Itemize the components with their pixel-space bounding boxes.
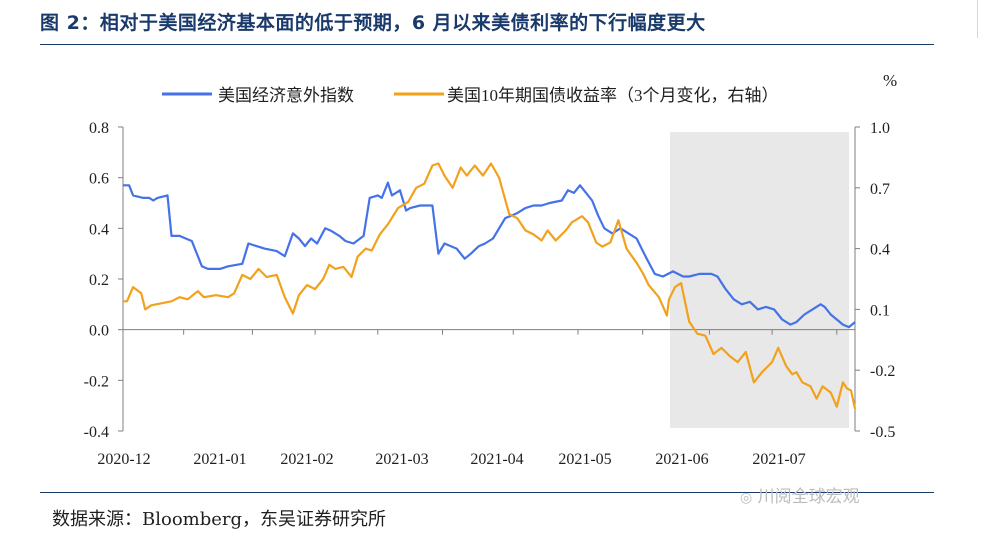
- watermark: ◎ 川阅全球宏观: [740, 482, 860, 507]
- right-tick-label: -0.5: [870, 424, 895, 441]
- wechat-icon: ◎: [740, 490, 752, 506]
- left-tick-label: -0.2: [84, 373, 109, 390]
- left-tick-label: 0.4: [89, 221, 109, 238]
- right-tick-label: 0.7: [870, 181, 890, 198]
- x-tick-label: 2021-02: [280, 451, 333, 468]
- right-tick-label: 0.4: [870, 242, 890, 259]
- left-tick-label: 0.6: [89, 171, 109, 188]
- x-tick-label: 2021-03: [375, 451, 428, 468]
- watermark-text: 川阅全球宏观: [758, 487, 860, 507]
- left-tick-label: 0.2: [89, 272, 109, 289]
- left-tick-label: -0.4: [84, 424, 109, 441]
- x-tick-label: 2021-06: [655, 451, 708, 468]
- line-chart: 美国经济意外指数 美国10年期国债收益率（3个月变化，右轴） % 0.8 0.6 0…: [0, 0, 992, 538]
- right-axis-unit: %: [883, 71, 897, 90]
- x-tick-label: 2021-01: [193, 451, 246, 468]
- legend-label-right-series: 美国10年期国债收益率（3个月变化，右轴）: [447, 86, 779, 105]
- right-tick-label: -0.2: [870, 363, 895, 380]
- right-tick-label: 0.1: [870, 302, 890, 319]
- x-tick-label: 2021-07: [752, 451, 805, 468]
- left-tick-label: 0.8: [89, 120, 109, 137]
- right-tick-label: 1.0: [870, 120, 890, 137]
- x-tick-label: 2021-05: [558, 451, 611, 468]
- left-tick-label: 0.0: [89, 323, 109, 340]
- legend: 美国经济意外指数 美国10年期国债收益率（3个月变化，右轴）: [162, 86, 779, 105]
- shaded-region: [670, 132, 849, 428]
- legend-label-left-series: 美国经济意外指数: [218, 86, 354, 105]
- x-tick-label: 2020-12: [97, 451, 150, 468]
- x-tick-label: 2021-04: [470, 451, 523, 468]
- source-note: 数据来源：Bloomberg，东吴证券研究所: [52, 505, 386, 531]
